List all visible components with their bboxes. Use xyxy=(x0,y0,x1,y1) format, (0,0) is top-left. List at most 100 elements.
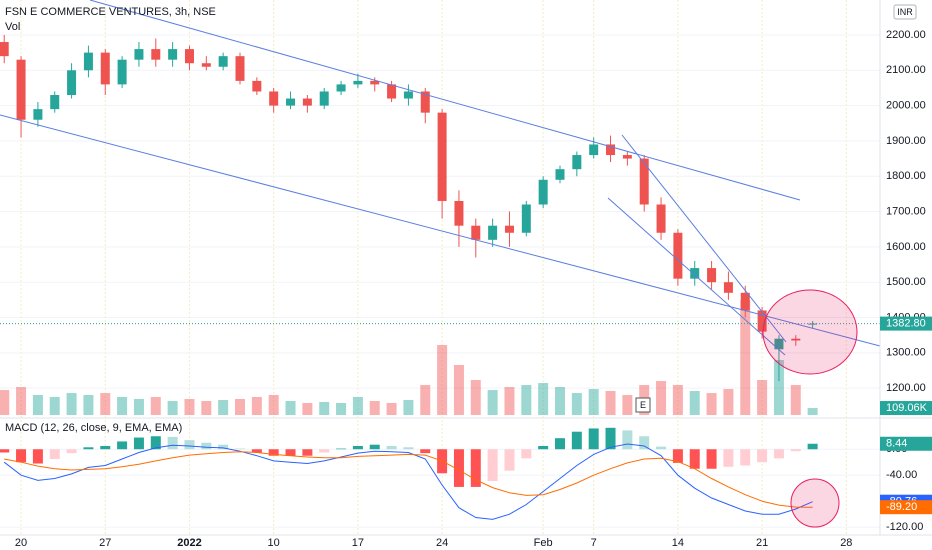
volume-tag-label: 109.06K xyxy=(886,402,928,414)
histogram-bar xyxy=(336,448,347,450)
candle-body xyxy=(269,91,279,106)
volume-bar xyxy=(504,387,515,415)
volume-bar xyxy=(773,360,784,415)
candle-body xyxy=(622,155,632,159)
volume-bar xyxy=(622,395,633,415)
volume-bar xyxy=(32,395,43,415)
macd-line xyxy=(3,443,813,520)
candle-body xyxy=(707,268,717,283)
x-tick-label: 2022 xyxy=(177,537,201,549)
volume-bar xyxy=(150,396,161,415)
candle-body xyxy=(808,323,818,325)
volume-bar xyxy=(807,408,818,415)
volume-bar xyxy=(723,389,734,415)
x-tick-label: Feb xyxy=(534,537,553,549)
histogram-bar xyxy=(218,444,229,450)
histogram-bar xyxy=(757,449,768,463)
candle-body xyxy=(774,338,784,350)
volume-bar xyxy=(302,402,313,415)
candle-body xyxy=(403,91,413,99)
last-price-label: 1382.80 xyxy=(886,318,926,330)
histogram-bar xyxy=(807,443,818,450)
candle-body xyxy=(639,158,649,205)
candle-body xyxy=(252,80,262,92)
volume-bar xyxy=(453,365,464,415)
macd-tag-label: 8.44 xyxy=(886,438,907,450)
x-tick-label: 14 xyxy=(672,537,684,549)
histogram-bar xyxy=(0,449,10,453)
y-tick-label: 2000.00 xyxy=(886,100,926,112)
chart-title: FSN E COMMERCE VENTURES, 3h, NSE xyxy=(5,6,216,18)
histogram-bar xyxy=(369,444,380,450)
candle-body xyxy=(67,70,77,96)
candle-body xyxy=(740,292,750,311)
candle-body xyxy=(521,204,531,233)
histogram-bar xyxy=(487,449,498,482)
macd-tag xyxy=(880,500,932,515)
macd-tag-label: -89.20 xyxy=(886,501,917,513)
currency-box xyxy=(893,4,917,20)
trend-line xyxy=(621,134,787,343)
candle-body xyxy=(555,169,565,180)
volume-label: Vol xyxy=(5,21,20,33)
y-tick-label: -40.00 xyxy=(886,469,917,481)
candle-body xyxy=(286,98,296,106)
highlight-circle xyxy=(762,289,858,375)
histogram-bar xyxy=(117,441,128,450)
volume-bar xyxy=(167,401,178,415)
histogram-bar xyxy=(790,449,801,452)
volume-bar xyxy=(790,384,801,415)
volume-bar xyxy=(16,387,27,415)
histogram-bar xyxy=(184,440,195,450)
y-tick-label: 2200.00 xyxy=(886,29,926,41)
histogram-bar xyxy=(49,449,60,459)
y-tick-label: 1700.00 xyxy=(886,205,926,217)
volume-tag xyxy=(880,401,932,416)
histogram-bar xyxy=(66,449,77,454)
x-tick-label: 7 xyxy=(591,537,597,549)
trend-line xyxy=(0,114,881,347)
candle-body xyxy=(606,144,616,156)
histogram-bar xyxy=(656,446,667,450)
histogram-bar xyxy=(133,437,144,450)
volume-bar xyxy=(740,300,751,415)
volume-bar xyxy=(285,401,296,415)
candle-body xyxy=(589,144,599,156)
histogram-bar xyxy=(302,449,313,456)
x-tick-label: 21 xyxy=(756,537,768,549)
candle-body xyxy=(235,56,245,81)
earnings-box xyxy=(635,397,651,413)
candle-body xyxy=(16,59,26,120)
histogram-bar xyxy=(167,436,178,450)
volume-bar xyxy=(403,399,414,415)
candle-body xyxy=(83,52,93,71)
marks xyxy=(0,34,880,520)
volume-bar xyxy=(470,380,481,415)
candle-body xyxy=(218,56,228,67)
histogram-bar xyxy=(285,449,296,456)
candle-body xyxy=(488,225,498,240)
volume-bar xyxy=(757,380,768,415)
histogram-bar xyxy=(235,448,245,450)
volume-bar xyxy=(420,384,431,415)
candle-body xyxy=(420,91,430,113)
volume-bar xyxy=(133,398,144,415)
volume-bar xyxy=(521,384,532,415)
histogram-bar xyxy=(453,449,464,487)
histogram-bar xyxy=(672,449,683,463)
x-tick-label: 27 xyxy=(99,537,111,549)
histogram-bar xyxy=(386,445,397,450)
candle-body xyxy=(387,84,397,99)
volume-bar xyxy=(571,393,582,415)
candle-body xyxy=(572,155,582,170)
volume-bar xyxy=(218,399,229,415)
y-tick-label: 1800.00 xyxy=(886,170,926,182)
candle-body xyxy=(353,80,363,85)
earnings-marker: E xyxy=(635,397,651,413)
histogram-bar xyxy=(588,428,599,450)
histogram-bar xyxy=(32,449,43,464)
volume-bar xyxy=(605,390,616,415)
candle-body xyxy=(33,109,43,120)
